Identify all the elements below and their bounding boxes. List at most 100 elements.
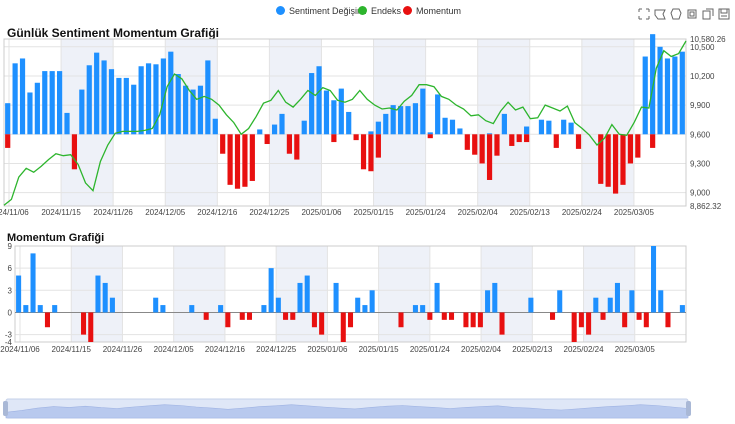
momentum-negative-bar (283, 312, 289, 320)
y-tick-label: 9,900 (690, 101, 711, 110)
y-tick-label: 8,862.32 (690, 202, 722, 211)
momentum-negative-bar (643, 312, 649, 328)
momentum-bar (524, 134, 530, 143)
legend-item-endeks[interactable]: Endeks (358, 6, 401, 16)
sentiment-bar (323, 90, 330, 135)
momentum-bar (612, 134, 619, 194)
momentum-negative-bar (319, 312, 325, 335)
y-tick-label: -4 (5, 338, 13, 347)
momentum-bar (627, 134, 633, 164)
momentum-positive-bar (95, 275, 101, 313)
momentum-bar (620, 134, 626, 185)
legend-dot-icon (276, 6, 285, 15)
sentiment-bar (34, 82, 40, 135)
legend-label: Momentum (416, 6, 462, 16)
sentiment-bar (108, 69, 115, 135)
sentiment-bar (131, 84, 137, 135)
band (378, 246, 430, 342)
sentiment-bar (138, 66, 144, 135)
restore-icon[interactable] (686, 8, 698, 20)
legend-item-momentum[interactable]: Momentum (403, 6, 461, 16)
slider-handle-right (686, 401, 691, 416)
momentum-positive-bar (160, 305, 166, 313)
momentum-positive-bar (362, 305, 368, 313)
sentiment-bar (442, 117, 448, 135)
y-tick-label: 10,500 (690, 43, 715, 52)
x-tick-label: 2024/11/15 (41, 208, 81, 217)
y-tick-label: 9,600 (690, 130, 711, 139)
sentiment-bar (301, 120, 307, 135)
momentum-negative-bar (44, 312, 50, 328)
x-tick-label: 2024/12/16 (205, 345, 246, 354)
lasso-icon[interactable] (654, 8, 666, 20)
momentum-bar (286, 134, 292, 154)
fullscreen-icon[interactable] (702, 8, 714, 20)
momentum-bar (294, 134, 300, 160)
momentum-negative-bar (398, 312, 404, 328)
sentiment-bar (212, 118, 218, 135)
sentiment-bar (101, 60, 107, 135)
legend-dot-icon (403, 6, 412, 15)
sentiment-bar (331, 100, 337, 135)
x-tick-label: 2025/02/24 (562, 208, 603, 217)
momentum-bar (71, 134, 78, 170)
band (173, 246, 225, 342)
momentum-positive-bar (412, 305, 418, 313)
sentiment-bar (664, 58, 671, 135)
momentum-bar (264, 134, 270, 145)
momentum-bar (509, 134, 515, 146)
x-tick-label: 2025/03/05 (614, 208, 655, 217)
x-tick-label: 2024/12/05 (145, 208, 186, 217)
save-icon[interactable] (718, 8, 730, 20)
sentiment-bar (427, 132, 433, 135)
sentiment-bar (657, 46, 663, 135)
main-chart-title: Günlük Sentiment Momentum Grafiği (7, 26, 220, 40)
y-tick-label: 9,300 (690, 159, 711, 168)
momentum-bar (575, 134, 582, 149)
x-tick-label: 2025/02/04 (458, 208, 499, 217)
momentum-negative-bar (549, 312, 556, 320)
legend-dot-icon (358, 6, 367, 15)
momentum-positive-bar (593, 297, 599, 313)
slider-preview (5, 404, 689, 419)
momentum-positive-bar (268, 268, 274, 313)
zoom-icon[interactable] (638, 8, 650, 20)
x-tick-label: 2025/01/24 (406, 208, 447, 217)
momentum-positive-bar (355, 297, 361, 313)
x-tick-label: 2025/03/05 (615, 345, 656, 354)
momentum-negative-bar (290, 312, 296, 320)
momentum-bar (650, 134, 656, 148)
momentum-negative-bar (427, 312, 433, 320)
sentiment-bar (435, 94, 441, 135)
momentum-negative-bar (81, 312, 87, 335)
x-tick-label: 2024/11/15 (52, 345, 92, 354)
momentum-bar (635, 134, 641, 158)
sentiment-bar (175, 74, 181, 135)
momentum-positive-bar (275, 297, 281, 313)
momentum-positive-bar (607, 297, 613, 313)
sentiment-bar (486, 133, 493, 135)
momentum-bar (486, 134, 493, 180)
momentum-positive-bar (23, 305, 29, 313)
momentum-negative-bar (586, 312, 592, 335)
x-tick-label: 2025/02/24 (564, 345, 605, 354)
sentiment-bar (190, 89, 196, 135)
rect-select-icon[interactable] (670, 8, 682, 20)
momentum-positive-bar (16, 275, 22, 313)
momentum-bar (5, 134, 11, 148)
momentum-negative-bar (636, 312, 642, 320)
sentiment-bar (160, 58, 166, 135)
sentiment-bar (568, 122, 574, 135)
sentiment-bar (5, 103, 11, 135)
momentum-bar (331, 134, 337, 143)
momentum-negative-bar (347, 312, 354, 328)
momentum-negative-bar (239, 312, 245, 320)
momentum-positive-bar (189, 305, 195, 313)
legend-item-sentiment[interactable]: Sentiment Değişimi (276, 6, 367, 16)
momentum-negative-bar (499, 312, 505, 335)
momentum-positive-bar (434, 282, 440, 313)
momentum-positive-bar (420, 305, 426, 313)
